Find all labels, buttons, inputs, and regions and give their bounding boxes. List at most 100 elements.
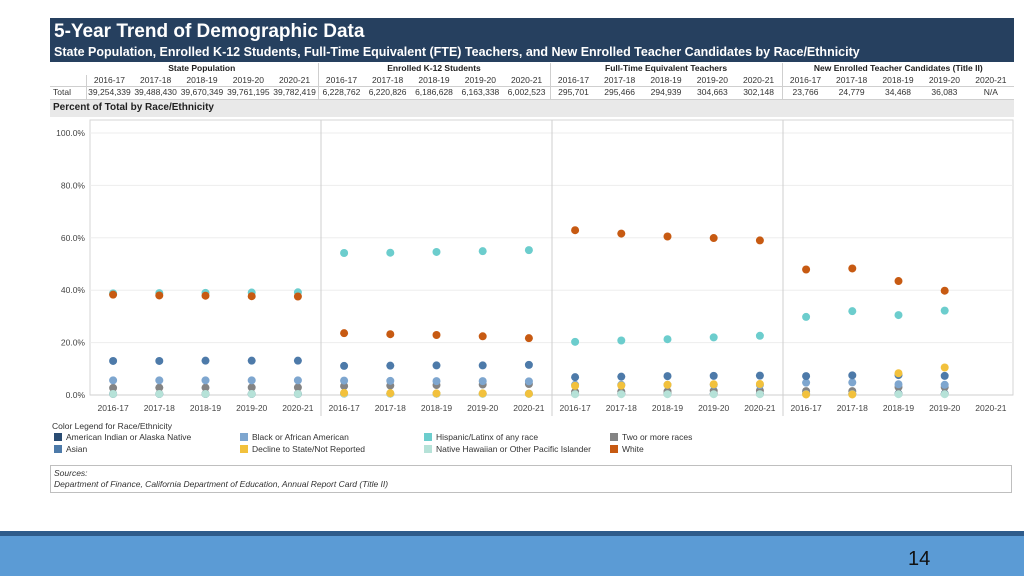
y-tick-label: 60.0% — [61, 233, 86, 243]
year-header: 2017-18 — [604, 74, 636, 85]
x-tick-label: 2018-19 — [652, 403, 683, 413]
year-header: 2020-21 — [975, 74, 1007, 85]
title-bar: 5-Year Trend of Demographic Data State P… — [50, 18, 1014, 62]
total-cell: 304,663 — [689, 86, 736, 100]
total-label: Total — [50, 86, 86, 100]
x-tick-label: 2017-18 — [606, 403, 637, 413]
data-point — [432, 331, 441, 340]
data-point — [386, 376, 395, 385]
data-point — [940, 363, 949, 372]
y-tick-label: 40.0% — [61, 285, 86, 295]
data-point — [802, 312, 811, 321]
data-point — [709, 380, 718, 389]
data-point — [432, 361, 441, 370]
data-point — [293, 376, 302, 385]
data-point — [478, 332, 487, 341]
data-point — [109, 356, 118, 365]
data-point — [524, 246, 533, 255]
section-label: Percent of Total by Race/Ethnicity — [53, 102, 214, 113]
data-point — [293, 383, 302, 392]
data-point — [524, 389, 533, 398]
year-header: 2020-21 — [742, 74, 775, 85]
year-header: 2018-19 — [418, 74, 450, 85]
totals-table: State Population Enrolled K-12 Students … — [50, 63, 1015, 100]
y-tick-label: 80.0% — [61, 180, 86, 190]
data-point — [571, 226, 580, 235]
legend-swatch — [54, 445, 62, 453]
year-header: 2016-17 — [317, 74, 365, 87]
data-point — [201, 291, 210, 300]
data-point — [709, 234, 718, 243]
data-point — [155, 356, 164, 365]
section-label-bar: Percent of Total by Race/Ethnicity — [50, 100, 1014, 117]
data-point — [478, 361, 487, 370]
data-point — [848, 371, 857, 380]
data-point — [386, 248, 395, 257]
y-tick-label: 20.0% — [61, 338, 86, 348]
year-header: 2017-18 — [372, 74, 404, 85]
year-header: 2019-20 — [232, 74, 264, 85]
data-point — [340, 361, 349, 370]
x-tick-label: 2019-20 — [467, 403, 498, 413]
data-point — [109, 376, 118, 385]
x-tick-label: 2019-20 — [929, 403, 960, 413]
data-point — [478, 389, 487, 398]
footer-bar: 14 — [0, 531, 1024, 576]
year-header: 2017-18 — [836, 74, 868, 85]
table-year-row: 2016-17 2017-18 2018-19 2019-20 2020-21 2016-… — [50, 74, 1014, 87]
year-header: 2020-21 — [510, 74, 543, 85]
data-point — [201, 356, 210, 365]
scatter-chart: 0.0% 20.0% 40.0% 60.0% 80.0% 100.0% 2016-17 201… — [56, 119, 1014, 416]
data-point — [802, 372, 811, 381]
data-point — [432, 377, 441, 386]
data-point — [940, 306, 949, 315]
x-tick-label: 2017-18 — [375, 403, 406, 413]
sources-box: Sources: Department of Finance, Californ… — [50, 465, 1012, 493]
legend-label: White — [622, 444, 644, 454]
data-point — [755, 371, 764, 380]
x-tick-label: 2016-17 — [790, 403, 821, 413]
y-tick-label: 0.0% — [66, 390, 86, 400]
data-point — [894, 311, 903, 320]
color-legend: Color Legend for Race/Ethnicity American… — [52, 418, 752, 458]
data-point — [663, 232, 672, 241]
data-point — [617, 336, 626, 345]
data-point — [386, 361, 395, 370]
legend-label: Hispanic/Latinx of any race — [436, 432, 539, 442]
legend-label: Decline to State/Not Reported — [252, 444, 365, 454]
legend-label: Native Hawaiian or Other Pacific Islande… — [436, 444, 591, 454]
data-point — [848, 378, 857, 387]
data-point — [247, 292, 256, 301]
total-cell: 294,939 — [642, 86, 690, 100]
table-group-header-row: State Population Enrolled K-12 Students … — [50, 63, 1015, 75]
data-point — [571, 337, 580, 346]
data-point — [571, 381, 580, 390]
data-point — [201, 376, 210, 385]
data-point — [894, 380, 903, 389]
data-point — [802, 378, 811, 387]
total-cell: 302,148 — [735, 86, 783, 100]
legend-swatch — [610, 445, 618, 453]
legend-label: American Indian or Alaska Native — [66, 432, 192, 442]
year-header: 2019-20 — [928, 74, 961, 85]
data-point — [386, 389, 395, 398]
data-point — [940, 390, 949, 399]
data-point — [617, 372, 626, 381]
year-header: 2018-19 — [882, 74, 914, 85]
data-point — [848, 390, 857, 399]
data-point — [848, 307, 857, 316]
x-tick-label: 2016-17 — [97, 403, 128, 413]
data-point — [802, 390, 811, 399]
year-header: 2020-21 — [278, 74, 311, 85]
group-header: Enrolled K-12 Students — [317, 63, 551, 75]
report-subtitle: State Population, Enrolled K-12 Students… — [54, 45, 860, 59]
legend-label: Asian — [66, 444, 88, 454]
total-cell: 39,488,430 — [132, 86, 179, 100]
year-header: 2016-17 — [781, 74, 829, 87]
data-point — [293, 389, 302, 398]
legend-swatch — [54, 433, 62, 441]
data-point — [155, 389, 164, 398]
data-point — [940, 371, 949, 380]
x-tick-label: 2020-21 — [513, 403, 544, 413]
data-point — [894, 369, 903, 378]
